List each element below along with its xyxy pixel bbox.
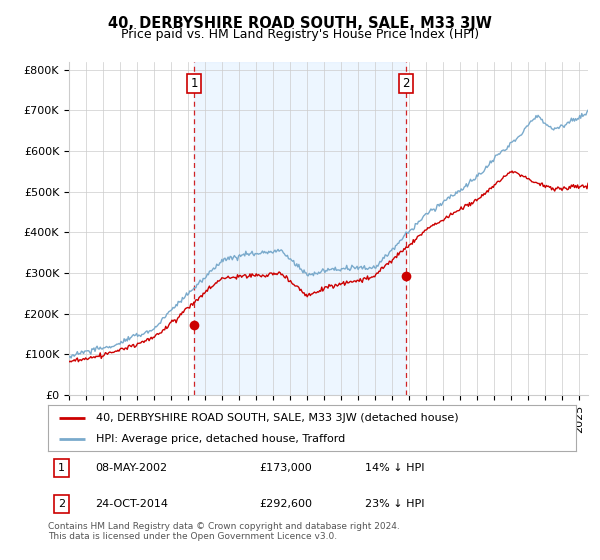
Text: £173,000: £173,000 [259, 463, 312, 473]
Text: 1: 1 [190, 77, 198, 90]
Text: 23% ↓ HPI: 23% ↓ HPI [365, 499, 424, 509]
Text: Contains HM Land Registry data © Crown copyright and database right 2024.
This d: Contains HM Land Registry data © Crown c… [48, 522, 400, 542]
Text: 14% ↓ HPI: 14% ↓ HPI [365, 463, 424, 473]
Text: 40, DERBYSHIRE ROAD SOUTH, SALE, M33 3JW (detached house): 40, DERBYSHIRE ROAD SOUTH, SALE, M33 3JW… [95, 413, 458, 423]
Text: HPI: Average price, detached house, Trafford: HPI: Average price, detached house, Traf… [95, 435, 345, 444]
Text: £292,600: £292,600 [259, 499, 312, 509]
Text: 2: 2 [58, 499, 65, 509]
Text: 08-MAY-2002: 08-MAY-2002 [95, 463, 167, 473]
Bar [194, 62, 406, 395]
Text: 40, DERBYSHIRE ROAD SOUTH, SALE, M33 3JW: 40, DERBYSHIRE ROAD SOUTH, SALE, M33 3JW [108, 16, 492, 31]
Text: 24-OCT-2014: 24-OCT-2014 [95, 499, 169, 509]
Text: 1: 1 [58, 463, 65, 473]
Text: Price paid vs. HM Land Registry's House Price Index (HPI): Price paid vs. HM Land Registry's House … [121, 28, 479, 41]
Text: 2: 2 [403, 77, 410, 90]
